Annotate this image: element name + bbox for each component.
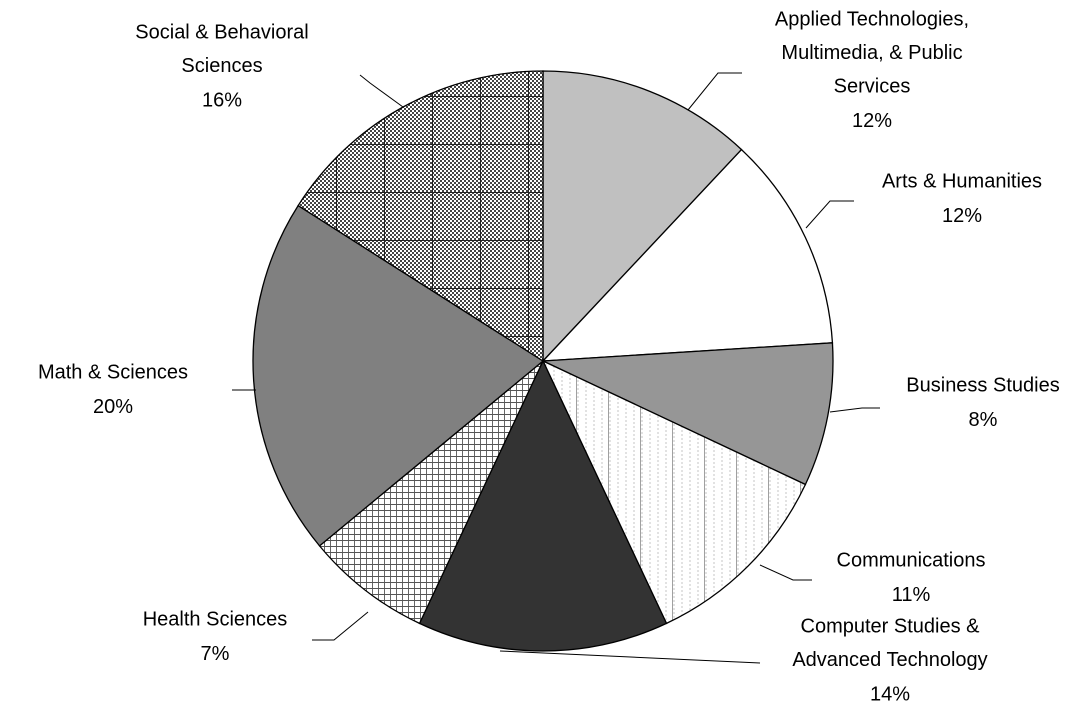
category-label: Health Sciences bbox=[143, 608, 288, 630]
pie-slice bbox=[297, 70, 544, 363]
value-label: 14% bbox=[870, 683, 910, 705]
leader-line bbox=[805, 200, 854, 229]
category-label: Business Studies bbox=[906, 374, 1059, 396]
value-label: 16% bbox=[202, 89, 242, 111]
value-label: 20% bbox=[93, 396, 133, 418]
category-label: Math & Sciences bbox=[38, 361, 188, 383]
leader-line bbox=[499, 650, 761, 664]
pie-slice bbox=[418, 359, 668, 652]
leader-line bbox=[759, 564, 812, 581]
category-label: Social & Behavioral bbox=[135, 21, 308, 43]
leader-line bbox=[312, 611, 369, 641]
category-label: Arts & Humanities bbox=[882, 170, 1042, 192]
category-label: Multimedia, & Public bbox=[781, 42, 962, 64]
value-label: 8% bbox=[969, 409, 998, 431]
category-label: Advanced Technology bbox=[792, 649, 987, 671]
value-label: 7% bbox=[201, 643, 230, 665]
value-label: 12% bbox=[852, 110, 892, 132]
pie-slice bbox=[541, 359, 807, 625]
pie-slice bbox=[542, 342, 834, 486]
pie-slice bbox=[318, 360, 544, 625]
leader-line bbox=[359, 74, 404, 108]
value-label: 12% bbox=[942, 205, 982, 227]
leader-line bbox=[687, 72, 742, 111]
pie-slice bbox=[542, 70, 743, 363]
category-label: Sciences bbox=[181, 55, 262, 77]
value-label: 11% bbox=[892, 584, 931, 606]
category-label: Applied Technologies, bbox=[775, 8, 969, 30]
pie-slice bbox=[541, 148, 834, 362]
pie-slice bbox=[252, 204, 545, 547]
category-label: Communications bbox=[837, 549, 986, 571]
leader-line bbox=[829, 407, 880, 413]
category-label: Services bbox=[834, 75, 911, 97]
category-label: Computer Studies & bbox=[801, 615, 981, 637]
